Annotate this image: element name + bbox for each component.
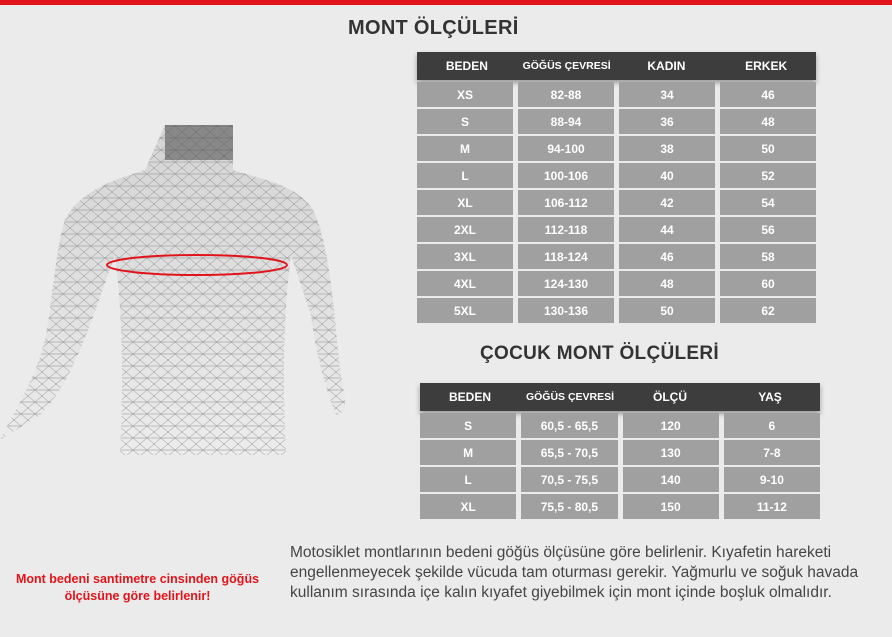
- table-cell: 3XL: [417, 244, 513, 269]
- table-cell: M: [417, 136, 513, 161]
- table-cell: 82-88: [518, 82, 614, 107]
- table-cell: 75,5 - 80,5: [521, 494, 618, 519]
- table-cell: 150: [622, 494, 719, 519]
- table-header: BEDEN GÖĞÜS ÇEVRESİ ÖLÇÜ YAŞ: [420, 383, 820, 411]
- table-cell: 9-10: [723, 467, 820, 492]
- table-cell: 6: [723, 413, 820, 438]
- table-cell: M: [420, 440, 517, 465]
- table-cell: 4XL: [417, 271, 513, 296]
- table-cell: 118-124: [518, 244, 614, 269]
- table-row: L 70,5 - 75,5 140 9-10: [420, 465, 820, 492]
- table-cell: 48: [720, 109, 816, 134]
- table-cell: 56: [720, 217, 816, 242]
- table-cell: 54: [720, 190, 816, 215]
- table-cell: 100-106: [518, 163, 614, 188]
- table-row: 2XL 112-118 44 56: [417, 215, 816, 242]
- chest-size-note: Mont bedeni santimetre cinsinden göğüs ö…: [15, 572, 260, 603]
- table-cell: 50: [720, 136, 816, 161]
- table-cell: 65,5 - 70,5: [521, 440, 618, 465]
- table-cell: S: [420, 413, 517, 438]
- table-cell: 46: [619, 244, 715, 269]
- table-cell: 106-112: [518, 190, 614, 215]
- table-cell: 120: [622, 413, 719, 438]
- table-row: 3XL 118-124 46 58: [417, 242, 816, 269]
- table-row: 4XL 124-130 48 60: [417, 269, 816, 296]
- description-text: Motosiklet montlarının bedeni göğüs ölçü…: [290, 544, 859, 601]
- table-cell: 58: [720, 244, 816, 269]
- table-cell: 130: [622, 440, 719, 465]
- header-cell: GÖĞÜS ÇEVRESİ: [522, 59, 611, 72]
- table-header: BEDEN GÖĞÜS ÇEVRESİ KADIN ERKEK: [417, 52, 816, 80]
- header-cell: GÖĞÜS ÇEVRESİ: [525, 390, 615, 403]
- table-cell: L: [417, 163, 513, 188]
- table-row: XL 106-112 42 54: [417, 188, 816, 215]
- table-cell: 130-136: [518, 298, 614, 323]
- table-cell: 7-8: [723, 440, 820, 465]
- table-row: M 65,5 - 70,5 130 7-8: [420, 438, 820, 465]
- table-cell: L: [420, 467, 517, 492]
- table-cell: 40: [619, 163, 715, 188]
- table-cell: 36: [619, 109, 715, 134]
- table-row: S 88-94 36 48: [417, 107, 816, 134]
- table-cell: 2XL: [417, 217, 513, 242]
- table-cell: 124-130: [518, 271, 614, 296]
- page-title: MONT ÖLÇÜLERİ: [348, 17, 519, 39]
- table-cell: 94-100: [518, 136, 614, 161]
- table-cell: 50: [619, 298, 715, 323]
- table-cell: 60,5 - 65,5: [521, 413, 618, 438]
- table-cell: XS: [417, 82, 513, 107]
- table-row: XL 75,5 - 80,5 150 11-12: [420, 492, 820, 519]
- table-cell: 42: [619, 190, 715, 215]
- table-row: 5XL 130-136 50 62: [417, 296, 816, 323]
- adult-size-table: BEDEN GÖĞÜS ÇEVRESİ KADIN ERKEK XS 82-88 3…: [417, 52, 816, 323]
- table-cell: 60: [720, 271, 816, 296]
- table-cell: 34: [619, 82, 715, 107]
- body-chest-measurement-illustration: [0, 125, 345, 455]
- child-size-table: BEDEN GÖĞÜS ÇEVRESİ ÖLÇÜ YAŞ S 60,5 - 65,…: [420, 383, 820, 519]
- table-cell: 140: [622, 467, 719, 492]
- table-cell: 5XL: [417, 298, 513, 323]
- table-cell: 44: [619, 217, 715, 242]
- table-cell: 112-118: [518, 217, 614, 242]
- table-cell: XL: [417, 190, 513, 215]
- table-cell: 46: [720, 82, 816, 107]
- table-cell: S: [417, 109, 513, 134]
- top-accent-bar: [0, 0, 892, 5]
- table-row: XS 82-88 34 46: [417, 80, 816, 107]
- header-cell: KADIN: [647, 58, 686, 73]
- header-cell: ÖLÇÜ: [653, 389, 687, 404]
- table-cell: 52: [720, 163, 816, 188]
- table-cell: 88-94: [518, 109, 614, 134]
- table-row: M 94-100 38 50: [417, 134, 816, 161]
- table-cell: 62: [720, 298, 816, 323]
- table-cell: 70,5 - 75,5: [521, 467, 618, 492]
- child-table-title: ÇOCUK MONT ÖLÇÜLERİ: [480, 343, 719, 364]
- table-cell: 38: [619, 136, 715, 161]
- table-cell: 48: [619, 271, 715, 296]
- table-cell: 11-12: [723, 494, 820, 519]
- header-cell: ERKEK: [745, 58, 788, 73]
- table-row: S 60,5 - 65,5 120 6: [420, 411, 820, 438]
- header-cell: BEDEN: [445, 58, 488, 73]
- header-cell: BEDEN: [448, 389, 491, 404]
- header-cell: YAŞ: [758, 389, 782, 404]
- table-cell: XL: [420, 494, 517, 519]
- table-row: L 100-106 40 52: [417, 161, 816, 188]
